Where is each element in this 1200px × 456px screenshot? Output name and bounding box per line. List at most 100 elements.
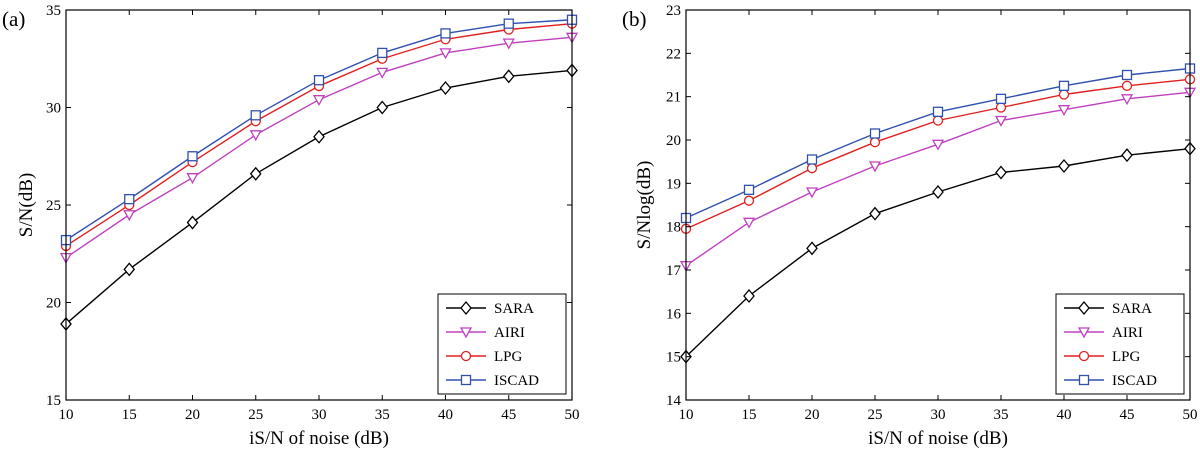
panel-b-ytick-label-21: 21 <box>666 90 681 106</box>
panel-b-ytick-label-15: 15 <box>666 350 681 366</box>
panel-a-point-iscad-35 <box>377 47 388 59</box>
panel-b-point-airi-15 <box>742 217 756 229</box>
panel-b-xtick-label-40: 40 <box>1057 407 1072 423</box>
panel-b-point-lpg-20 <box>806 163 818 174</box>
panel-a-point-airi-45 <box>502 38 515 50</box>
panel-b-chart: 10 15 20 25 30 35 40 45 50 14 15 16 17 18 19 20 21 22 23 iS… <box>622 3 1198 449</box>
panel-b-legend-label-airi: AIRI <box>1112 325 1143 341</box>
panel-a-point-airi-15 <box>123 210 136 222</box>
panel-a-ytick-label-15: 15 <box>46 393 61 409</box>
panel-a-xtick-label-30: 30 <box>312 407 327 423</box>
panel-a-point-sara-30 <box>313 129 325 144</box>
panel-a-point-sara-35 <box>376 100 389 115</box>
panel-b-point-iscad-20 <box>806 154 818 165</box>
panel-a-point-sara-25 <box>249 166 262 181</box>
panel-a-legend-marker-lpg <box>460 350 472 362</box>
panel-a-legend-label-airi: AIRI <box>494 325 525 341</box>
panel-b-point-sara-35 <box>995 165 1007 180</box>
panel-a-y-axis-title: S/N(dB) <box>16 173 37 237</box>
panel-b-point-sara-15 <box>743 288 755 304</box>
panel-a-ytick-label-20: 20 <box>46 296 61 312</box>
panel-b-xtick-label-20: 20 <box>805 407 820 423</box>
panel-b-point-airi-20 <box>805 187 819 199</box>
panel-b-point-lpg-30 <box>932 115 944 126</box>
panel-a-xtick-label-10: 10 <box>59 407 74 423</box>
panel-a-legend-label-sara: SARA <box>494 301 534 317</box>
panel-b-point-iscad-30 <box>932 106 944 117</box>
panel-b-point-iscad-15 <box>743 184 755 195</box>
panel-b-legend-marker-sara <box>1078 300 1090 316</box>
panel-a-legend-label-iscad: ISCAD <box>494 373 539 389</box>
panel-b-point-lpg-35 <box>995 102 1007 113</box>
panel-a-xtick-label-15: 15 <box>122 407 137 423</box>
panel-b-point-airi-30 <box>931 139 945 151</box>
panel-b-ytick-label-23: 23 <box>666 3 681 19</box>
panel-b-y-axis-title: S/Nlog(dB) <box>634 161 655 250</box>
panel-b-xtick-label-35: 35 <box>994 407 1009 423</box>
panel-b-x-axis-title: iS/N of noise (dB) <box>868 428 1008 449</box>
panel-b-point-iscad-45 <box>1121 69 1133 81</box>
panel-a-legend-marker-iscad <box>460 374 472 386</box>
panel-a-legend: SARA AIRI LPG ISCAD <box>437 293 567 395</box>
panel-a-xtick-label-50: 50 <box>565 407 580 423</box>
panel-a-point-airi-30 <box>312 95 326 107</box>
panel-b-legend-marker-airi <box>1077 327 1091 339</box>
panel-a-xtick-label-40: 40 <box>438 407 453 423</box>
panel-a-point-airi-40 <box>439 48 452 60</box>
panel-a-point-airi-20 <box>186 173 199 185</box>
panel-a-point-iscad-40 <box>440 28 451 39</box>
panel-b-point-sara-30 <box>932 184 944 200</box>
panel-b-xtick-label-30: 30 <box>931 407 946 423</box>
panel-b-point-sara-45 <box>1121 148 1133 163</box>
panel-b-legend-marker-iscad <box>1078 374 1090 386</box>
panel-b-ytick-label-17: 17 <box>666 263 682 279</box>
panel-b-xtick-label-50: 50 <box>1183 407 1198 423</box>
panel-b-point-iscad-35 <box>995 93 1007 104</box>
panel-b-series-line-lpg <box>685 78 1191 230</box>
panel-b-ytick-label-22: 22 <box>666 46 681 62</box>
panel-a-ytick-label-35: 35 <box>46 3 61 19</box>
panel-a-point-airi-35 <box>376 67 389 79</box>
panel-b-point-sara-40 <box>1058 158 1070 174</box>
panel-a-point-sara-15 <box>123 262 136 277</box>
panel-b-point-airi-25 <box>868 161 882 173</box>
panel-b-ytick-label-20: 20 <box>666 133 681 149</box>
panel-b-legend-box <box>1055 293 1185 395</box>
panel-b-point-iscad-40 <box>1058 80 1070 91</box>
panel-a-point-airi-25 <box>249 130 262 142</box>
panel-a-legend-marker-airi <box>459 327 473 339</box>
panel-a-xtick-label-25: 25 <box>248 407 263 423</box>
panel-a-series-line-airi <box>65 36 573 259</box>
panel-b-point-airi-45 <box>1120 94 1134 106</box>
panel-b-ytick-label-18: 18 <box>666 220 681 236</box>
panel-b-point-iscad-25 <box>869 128 881 139</box>
panel-b-point-lpg-25 <box>869 137 881 148</box>
panel-a-point-iscad-20 <box>187 151 198 162</box>
panel-b-legend-label-sara: SARA <box>1112 301 1152 317</box>
panel-b-label: (b) <box>622 7 647 31</box>
panel-b-ytick-label-14: 14 <box>666 393 682 409</box>
panel-b-ytick-label-16: 16 <box>666 306 682 322</box>
panel-b-legend: SARA AIRI LPG ISCAD <box>1055 293 1185 395</box>
panel-a-point-sara-45 <box>502 69 515 84</box>
panel-b-xtick-label-45: 45 <box>1120 407 1135 423</box>
panel-a-legend-marker-sara <box>460 300 472 316</box>
panel-a-point-sara-40 <box>439 80 452 96</box>
panel-a-xtick-label-35: 35 <box>375 407 390 423</box>
panel-b-point-sara-25 <box>869 206 881 221</box>
panel-a-point-iscad-30 <box>313 75 325 86</box>
panel-b-point-sara-20 <box>806 241 818 256</box>
panel-a-legend-label-lpg: LPG <box>494 349 523 365</box>
panel-a-xtick-label-20: 20 <box>185 407 200 423</box>
panel-a-xtick-label-45: 45 <box>501 407 516 423</box>
panel-a-point-iscad-25 <box>250 110 261 121</box>
panel-a-x-axis-title: iS/N of noise (dB) <box>249 428 389 449</box>
panel-a-label: (a) <box>2 7 25 31</box>
panel-a-point-iscad-15 <box>124 193 135 205</box>
panel-b-xtick-label-25: 25 <box>868 407 883 423</box>
panel-b-ytick-label-19: 19 <box>666 176 681 192</box>
panel-b-point-lpg-15 <box>743 195 755 206</box>
panel-a-ytick-label-30: 30 <box>46 101 61 117</box>
